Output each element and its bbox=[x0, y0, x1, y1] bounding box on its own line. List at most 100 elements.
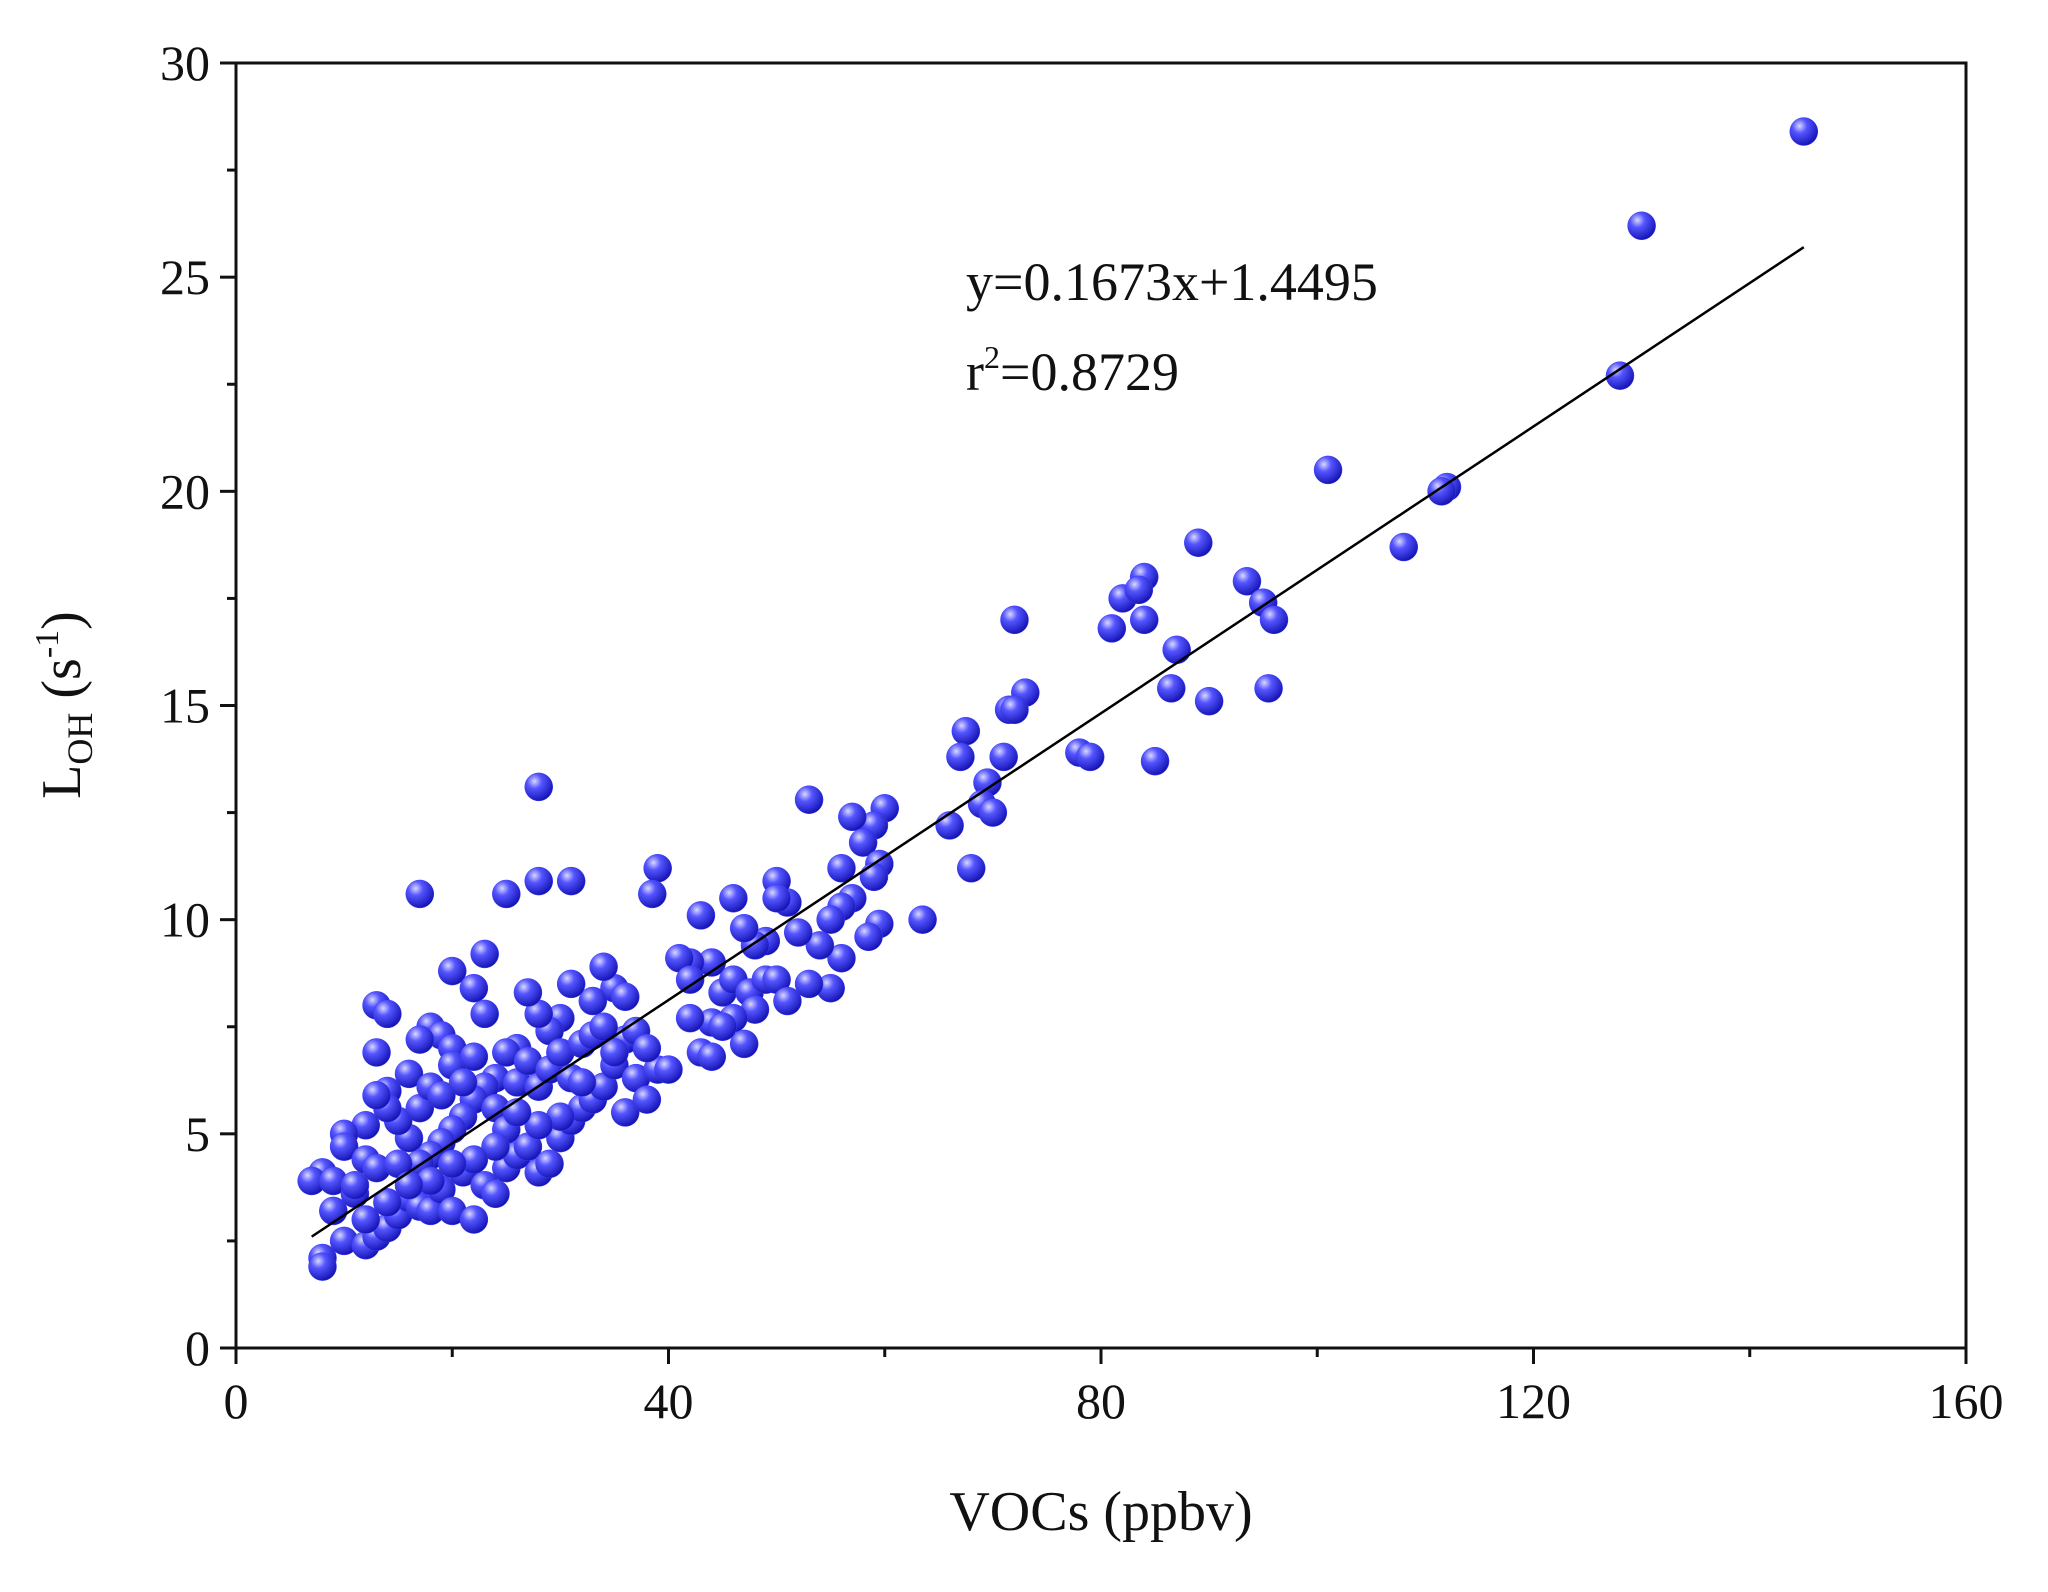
point bbox=[459, 1042, 489, 1071]
point bbox=[816, 905, 845, 934]
point bbox=[578, 986, 608, 1016]
point bbox=[567, 1068, 597, 1097]
y-tick-label: 30 bbox=[160, 35, 210, 91]
point bbox=[340, 1170, 370, 1200]
point bbox=[405, 879, 435, 909]
point bbox=[556, 866, 586, 896]
point bbox=[1124, 575, 1154, 605]
point bbox=[394, 1059, 424, 1089]
point bbox=[762, 884, 791, 913]
point bbox=[643, 854, 672, 883]
point bbox=[794, 969, 824, 999]
point bbox=[729, 913, 759, 943]
fit-line bbox=[310, 246, 1805, 1238]
point bbox=[951, 716, 981, 746]
point bbox=[675, 1003, 705, 1033]
point bbox=[470, 999, 499, 1029]
point bbox=[708, 1012, 737, 1041]
point bbox=[524, 772, 553, 802]
point bbox=[1097, 614, 1127, 643]
point bbox=[1605, 361, 1635, 390]
point bbox=[827, 854, 856, 883]
point bbox=[319, 1196, 348, 1226]
point bbox=[1157, 674, 1186, 703]
point bbox=[362, 1038, 391, 1067]
y-title-main: L bbox=[31, 765, 93, 799]
point bbox=[838, 802, 867, 832]
x-tick-label: 80 bbox=[1076, 1373, 1126, 1429]
y-tick-label: 25 bbox=[160, 249, 210, 305]
r-main: r bbox=[966, 342, 984, 402]
point bbox=[481, 1179, 510, 1209]
point bbox=[481, 1132, 510, 1161]
point bbox=[438, 956, 467, 986]
r-sup: 2 bbox=[984, 339, 1000, 375]
y-tick-label: 5 bbox=[185, 1106, 210, 1162]
point bbox=[502, 1098, 532, 1127]
point bbox=[827, 943, 856, 973]
point bbox=[1259, 605, 1289, 635]
point bbox=[459, 973, 489, 1003]
point bbox=[854, 922, 883, 952]
y-tick-label: 10 bbox=[160, 892, 210, 948]
point bbox=[935, 811, 964, 840]
point bbox=[362, 1081, 391, 1110]
point bbox=[524, 866, 553, 896]
point bbox=[989, 742, 1018, 772]
x-axis-title: VOCs (ppbv) bbox=[949, 1481, 1252, 1543]
point bbox=[1194, 686, 1224, 716]
point bbox=[351, 1205, 380, 1234]
y-title-sup: -1 bbox=[29, 630, 66, 658]
point bbox=[1627, 211, 1656, 241]
point bbox=[470, 939, 499, 969]
point bbox=[729, 1029, 759, 1059]
point bbox=[675, 965, 705, 994]
x-tick-label: 120 bbox=[1496, 1373, 1571, 1429]
point bbox=[1130, 605, 1159, 635]
point bbox=[448, 1068, 478, 1097]
point bbox=[859, 862, 889, 892]
point bbox=[611, 1098, 640, 1127]
point bbox=[805, 931, 835, 960]
point bbox=[908, 905, 937, 934]
y-title-sub: OH bbox=[60, 713, 100, 765]
x-tick-label: 160 bbox=[1929, 1373, 2004, 1429]
y-tick-label: 15 bbox=[160, 678, 210, 734]
point bbox=[427, 1081, 456, 1110]
point bbox=[589, 1012, 618, 1041]
point bbox=[654, 1055, 683, 1084]
point bbox=[632, 1085, 662, 1114]
point bbox=[308, 1252, 337, 1281]
point bbox=[794, 785, 824, 814]
point bbox=[405, 1025, 435, 1054]
y-axis-title: LOH (s-1) bbox=[29, 611, 100, 799]
point bbox=[492, 879, 521, 909]
point bbox=[978, 798, 1008, 827]
point bbox=[611, 982, 640, 1012]
point bbox=[1313, 455, 1343, 485]
point bbox=[1162, 635, 1191, 665]
point bbox=[600, 1038, 629, 1067]
point bbox=[1789, 117, 1819, 146]
y-tick-label: 20 bbox=[160, 463, 210, 519]
y-title-close: ) bbox=[31, 611, 93, 630]
x-tick-label: 40 bbox=[644, 1373, 694, 1429]
point bbox=[535, 1149, 564, 1179]
y-title-open: (s bbox=[31, 658, 93, 712]
point bbox=[524, 1111, 553, 1140]
point bbox=[632, 1033, 662, 1063]
x-tick-label: 0 bbox=[224, 1373, 249, 1429]
point bbox=[957, 854, 986, 883]
point bbox=[329, 1132, 359, 1161]
fit-r2: r2=0.8729 bbox=[966, 339, 1179, 402]
point bbox=[773, 986, 802, 1016]
point bbox=[1075, 742, 1105, 772]
point bbox=[1000, 605, 1029, 635]
fit-equation: y=0.1673x+1.4495 bbox=[966, 252, 1378, 312]
point bbox=[1389, 532, 1418, 562]
point bbox=[373, 999, 402, 1029]
point bbox=[686, 901, 716, 930]
r-value: =0.8729 bbox=[1000, 342, 1179, 402]
